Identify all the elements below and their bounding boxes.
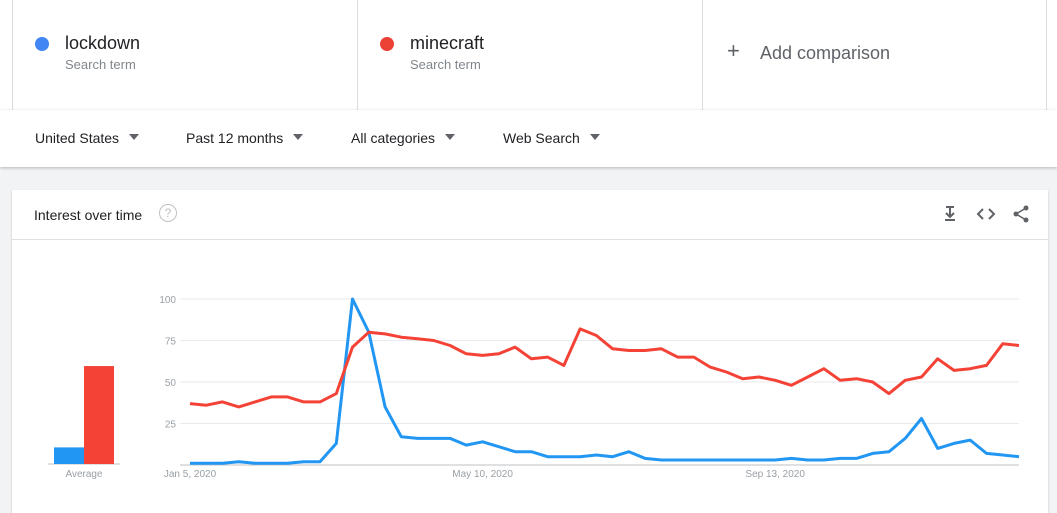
interest-chart: 25 50 75 100 Jan 5, 2020 May 10, 2020 Sep 13, …	[48, 295, 1020, 480]
average-bar-minecraft	[84, 366, 114, 464]
filter-bar: United States Past 12 months All categor…	[0, 110, 1057, 167]
plus-icon: +	[727, 38, 740, 63]
search-term-minecraft[interactable]: minecraft Search term	[357, 0, 702, 110]
y-tick-label: 75	[165, 337, 177, 348]
series-color-dot-icon	[380, 37, 394, 51]
y-tick-label: 100	[159, 295, 176, 306]
caret-down-icon	[129, 134, 140, 141]
interest-over-time-card: Interest over time ? 25 50 75 100 Jan 5, 202…	[12, 190, 1048, 513]
add-comparison-label: Add comparison	[760, 43, 891, 63]
filter-label: Past 12 months	[186, 130, 284, 146]
search-term-name: minecraft	[410, 33, 485, 53]
caret-down-icon	[293, 134, 304, 141]
card-title: Interest over time	[34, 207, 143, 223]
x-tick-label: May 10, 2020	[452, 469, 513, 480]
search-term-sub: Search term	[65, 57, 136, 72]
add-comparison-button[interactable]: + Add comparison	[702, 0, 1047, 110]
search-term-name: lockdown	[65, 33, 141, 53]
filter-category-dropdown[interactable]: All categories	[351, 130, 456, 146]
filter-search-type-dropdown[interactable]: Web Search	[503, 130, 600, 146]
filter-label: Web Search	[503, 130, 580, 146]
help-icon[interactable]: ?	[159, 204, 177, 222]
y-tick-label: 50	[165, 378, 177, 389]
comparison-bar: lockdown Search term minecraft Search te…	[0, 0, 1057, 111]
series-color-dot-icon	[35, 37, 49, 51]
share-icon[interactable]	[1011, 204, 1031, 224]
series-line-minecraft	[189, 327, 1020, 409]
caret-down-icon	[445, 134, 456, 141]
average-label: Average	[65, 469, 103, 480]
caret-down-icon	[589, 134, 600, 141]
filter-region-dropdown[interactable]: United States	[35, 130, 140, 146]
x-tick-label: Jan 5, 2020	[164, 469, 217, 480]
download-icon[interactable]	[940, 204, 960, 224]
y-tick-label: 25	[165, 420, 177, 431]
card-header: Interest over time ?	[12, 190, 1048, 240]
series-line-lockdown	[190, 297, 1020, 465]
filter-time-dropdown[interactable]: Past 12 months	[186, 130, 304, 146]
search-term-lockdown[interactable]: lockdown Search term	[12, 0, 357, 110]
average-bar-lockdown	[54, 447, 84, 464]
filter-label: All categories	[351, 130, 436, 146]
search-term-sub: Search term	[410, 57, 481, 72]
filter-label: United States	[35, 130, 120, 146]
x-tick-label: Sep 13, 2020	[745, 469, 805, 480]
embed-code-icon[interactable]	[976, 204, 996, 224]
